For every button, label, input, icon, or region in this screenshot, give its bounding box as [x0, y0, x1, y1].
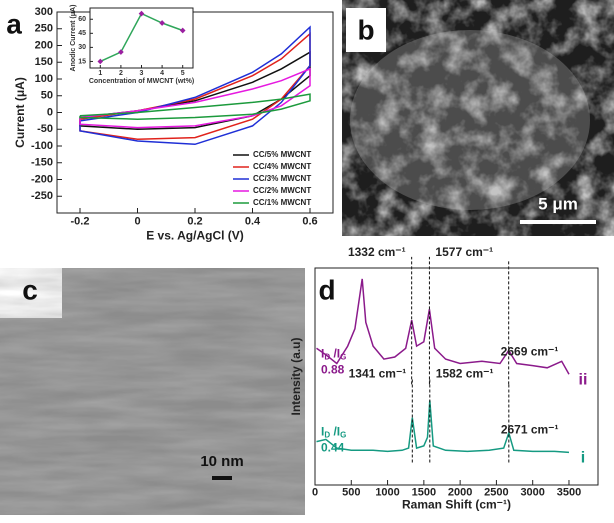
ratio-value: 0.44 — [321, 441, 345, 455]
x-tick-label: 1 — [98, 70, 102, 77]
x-tick-label: 0 — [312, 487, 318, 499]
y-tick-label: -100 — [31, 140, 53, 152]
x-tick-label: 500 — [342, 487, 360, 499]
x-tick-label: 3000 — [520, 487, 544, 499]
x-tick-label: 2000 — [448, 487, 472, 499]
y-tick-label: 60 — [78, 16, 86, 23]
peak-label: 1582 cm⁻¹ — [436, 367, 494, 381]
x-tick-label: 3500 — [557, 487, 581, 499]
peak-label: 2669 cm⁻¹ — [501, 345, 559, 359]
y-tick-label: 300 — [35, 6, 53, 18]
y-axis-title: Anodic Current (μA) — [70, 5, 77, 72]
x-tick-label: 0.6 — [302, 216, 317, 228]
peak-label: 1332 cm⁻¹ — [348, 245, 406, 259]
x-axis-title: E vs. Ag/AgCl (V) — [146, 228, 244, 242]
ratio-part: /I — [330, 347, 340, 361]
panel-letter: b — [357, 14, 374, 45]
y-axis-title: Intensity (a.u) — [289, 337, 303, 415]
x-tick-label: 2500 — [484, 487, 508, 499]
ratio-value: 0.88 — [321, 363, 345, 377]
y-tick-label: 45 — [78, 30, 86, 37]
y-tick-label: 100 — [35, 73, 53, 85]
x-axis-title: Raman Shift (cm⁻¹) — [402, 497, 511, 511]
x-tick-label: 5 — [181, 70, 185, 77]
x-tick-label: 0.4 — [245, 216, 261, 228]
panel-letter: d — [318, 274, 335, 305]
y-tick-label: 250 — [35, 23, 53, 35]
plot-frame — [314, 267, 599, 486]
ratio-part: G — [340, 352, 346, 361]
x-tick-label: -0.2 — [71, 216, 90, 228]
panel-letter: c — [22, 274, 38, 305]
x-tick-label: 2 — [119, 70, 123, 77]
scale-label: 10 nm — [200, 453, 243, 470]
series-line — [79, 93, 311, 120]
peak-label: 2671 cm⁻¹ — [501, 423, 559, 437]
marker — [179, 27, 186, 34]
plot-frame — [56, 11, 334, 214]
legend-label: CC/5% MWCNT — [253, 150, 311, 159]
x-axis-title: Concentration of MWCNT (wt%) — [89, 78, 194, 85]
x-tick-label: 1500 — [412, 487, 436, 499]
legend-label: CC/3% MWCNT — [253, 174, 311, 183]
y-axis-title: Current (μA) — [13, 77, 27, 148]
y-tick-label: 50 — [41, 90, 53, 102]
series-label: ii — [579, 372, 588, 389]
ratio-part: D — [324, 352, 330, 361]
x-tick-label: 0 — [134, 216, 140, 228]
y-tick-label: 15 — [78, 58, 86, 65]
ratio-part: G — [340, 431, 346, 440]
ratio-part: /I — [330, 425, 340, 439]
y-tick-label: -50 — [37, 123, 53, 135]
y-tick-label: 200 — [35, 39, 53, 51]
y-tick-label: 30 — [78, 44, 86, 51]
peak-label: 1341 cm⁻¹ — [349, 367, 407, 381]
legend-label: CC/2% MWCNT — [253, 186, 311, 195]
x-tick-label: 0.2 — [187, 216, 202, 228]
tem-image — [0, 268, 305, 515]
series-label: i — [581, 450, 585, 467]
scale-label: 5 μm — [538, 194, 578, 213]
plot-frame — [89, 7, 194, 69]
ratio-label: ID /IG — [321, 425, 346, 440]
y-tick-label: 0 — [47, 106, 53, 118]
x-tick-label: 4 — [160, 70, 164, 77]
y-tick-label: 150 — [35, 56, 53, 68]
legend-label: CC/1% MWCNT — [253, 198, 311, 207]
y-tick-label: -250 — [31, 190, 53, 202]
series-line — [79, 25, 311, 146]
series-line — [316, 400, 570, 454]
sem-image — [342, 0, 614, 236]
ratio-label: ID /IG — [321, 347, 346, 362]
series-line — [316, 278, 570, 375]
ratio-part: I — [321, 347, 324, 361]
peak-label: 1577 cm⁻¹ — [435, 245, 493, 259]
panel-letter: a — [6, 8, 22, 39]
y-tick-label: -150 — [31, 157, 53, 169]
y-tick-label: -200 — [31, 173, 53, 185]
x-tick-label: 3 — [140, 70, 144, 77]
ratio-part: I — [321, 425, 324, 439]
legend-label: CC/4% MWCNT — [253, 162, 311, 171]
x-tick-label: 1000 — [375, 487, 399, 499]
series-line — [79, 67, 311, 129]
ratio-part: D — [324, 431, 330, 440]
label-box — [346, 8, 386, 52]
marker — [159, 20, 165, 26]
